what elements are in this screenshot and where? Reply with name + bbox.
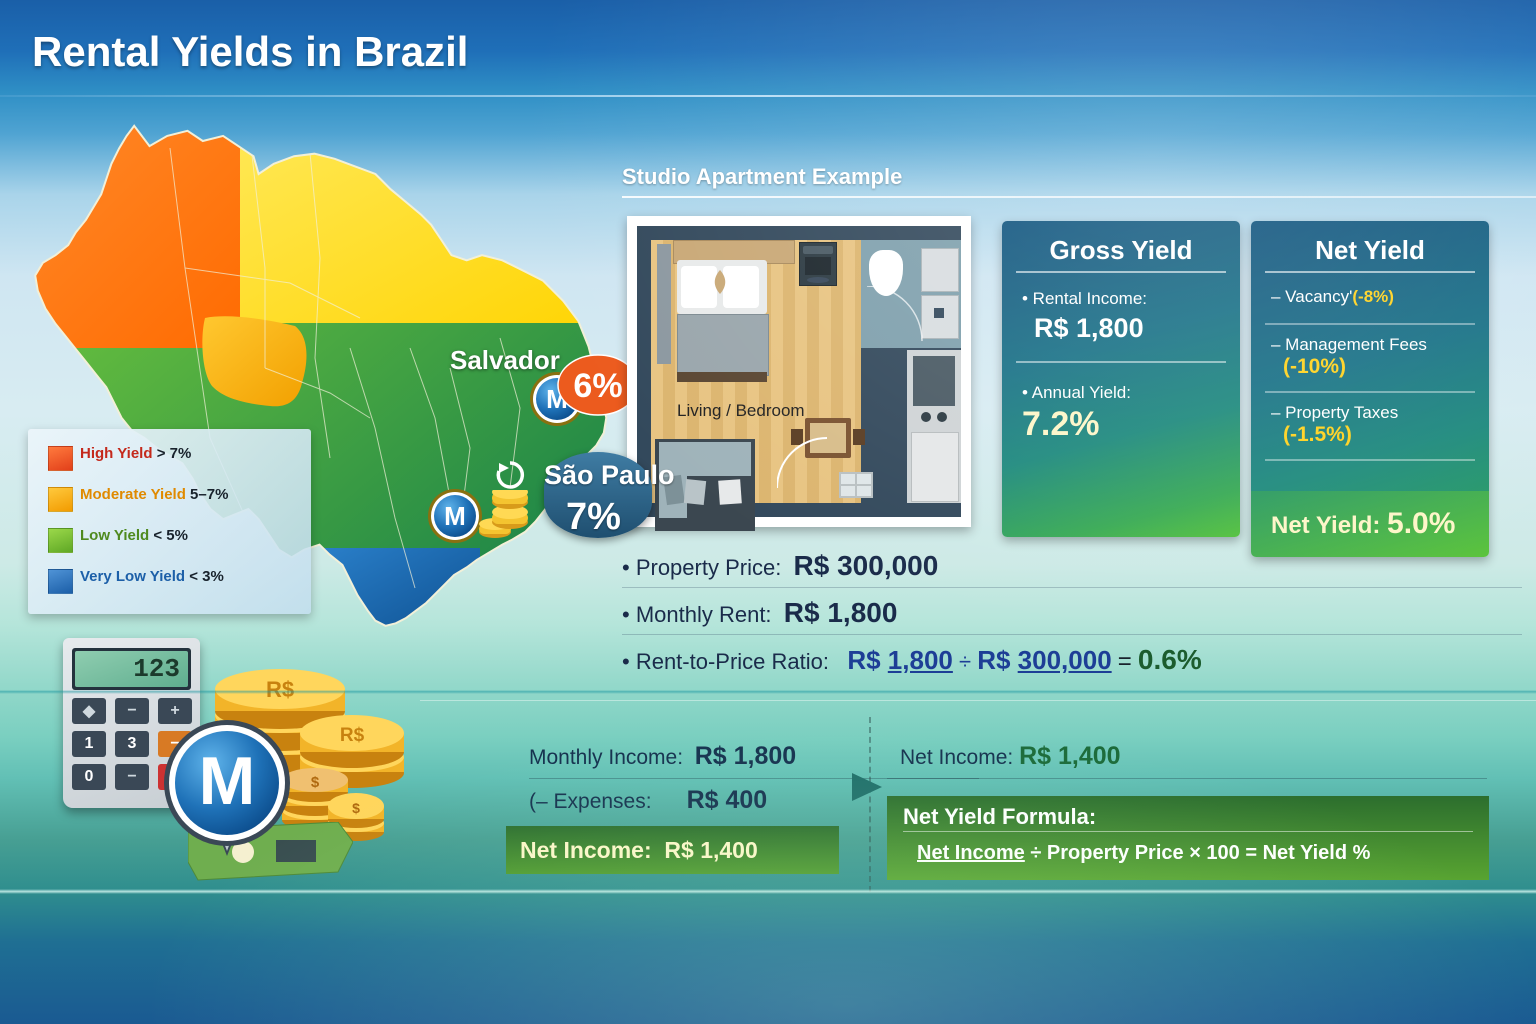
svg-text:R$: R$ [340, 725, 365, 746]
svg-text:M: M [199, 743, 256, 819]
svg-text:$: $ [311, 774, 320, 791]
svg-text:M: M [444, 501, 466, 531]
svg-text:6%: 6% [573, 367, 622, 405]
svg-text:$: $ [352, 800, 360, 816]
